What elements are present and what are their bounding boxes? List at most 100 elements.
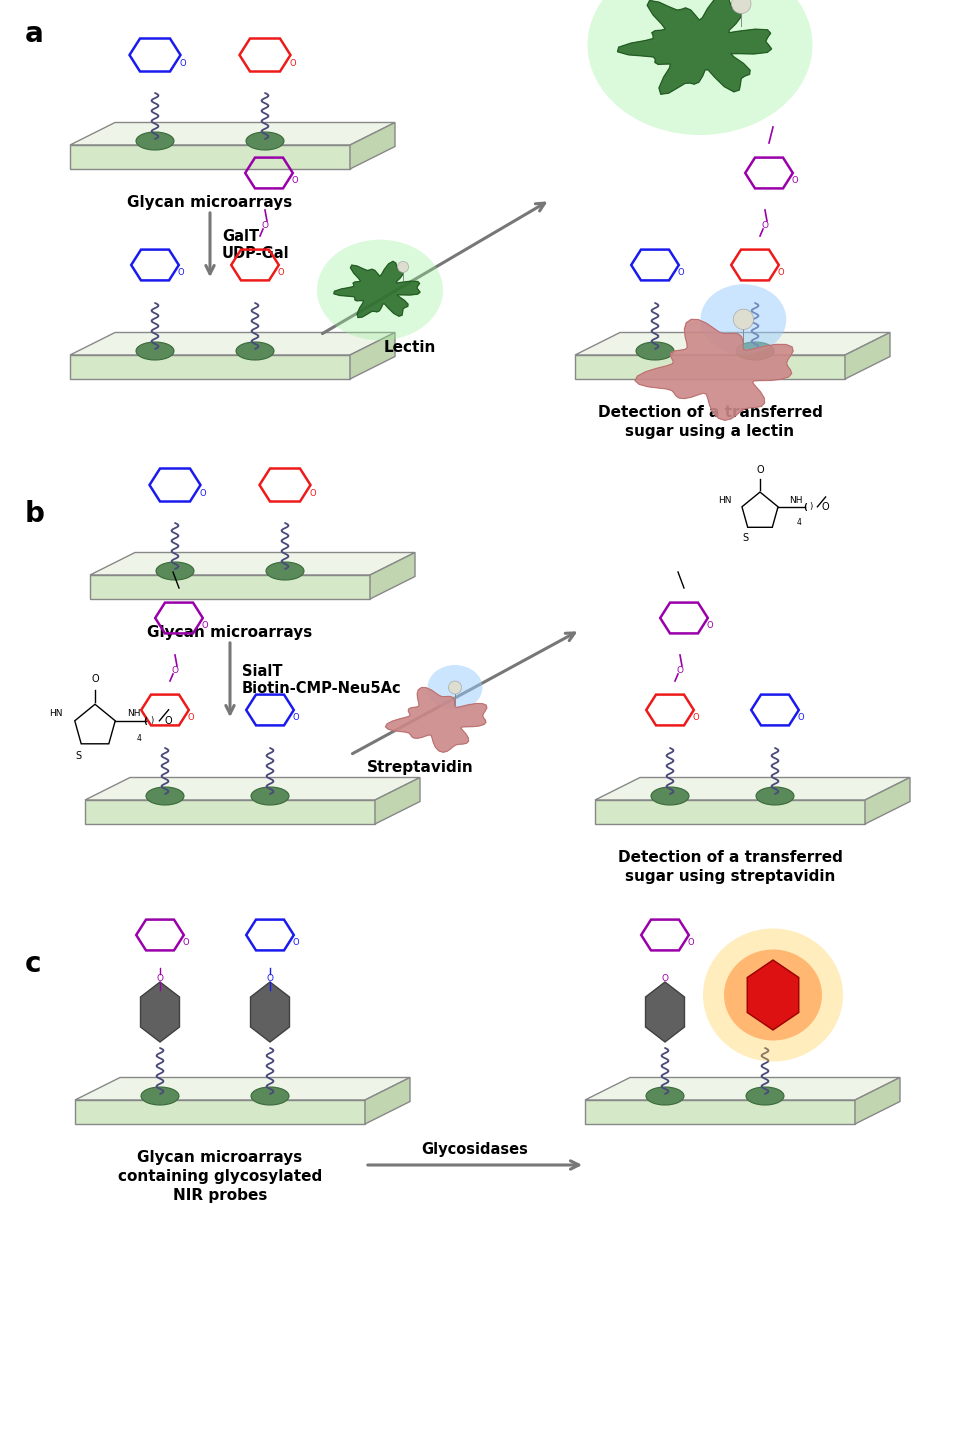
Polygon shape (635, 319, 793, 420)
Text: O: O (292, 176, 298, 185)
Polygon shape (645, 982, 684, 1042)
Text: O: O (179, 58, 185, 68)
Text: Lectin: Lectin (383, 340, 436, 355)
Text: O: O (798, 713, 805, 722)
Text: O: O (202, 621, 208, 630)
Polygon shape (70, 333, 395, 355)
Text: O: O (183, 938, 189, 947)
Text: ): ) (809, 502, 813, 511)
Ellipse shape (266, 562, 304, 581)
Text: NH: NH (789, 496, 802, 505)
Ellipse shape (756, 787, 794, 805)
Polygon shape (575, 333, 890, 355)
Polygon shape (748, 960, 799, 1030)
Text: O: O (706, 621, 713, 630)
Text: ): ) (150, 716, 154, 725)
Ellipse shape (703, 928, 843, 1062)
Text: SialT
Biotin-CMP-Neu5Ac: SialT Biotin-CMP-Neu5Ac (242, 663, 402, 695)
Text: O: O (188, 713, 194, 722)
Polygon shape (90, 553, 415, 575)
Text: O: O (267, 973, 273, 982)
Polygon shape (575, 355, 845, 378)
Text: HN: HN (718, 496, 731, 505)
Text: O: O (262, 221, 269, 230)
Text: O: O (290, 58, 295, 68)
Polygon shape (585, 1100, 855, 1125)
Text: O: O (762, 221, 769, 230)
Text: O: O (677, 665, 684, 675)
Ellipse shape (251, 787, 289, 805)
Text: O: O (178, 268, 185, 278)
Text: 4: 4 (137, 733, 141, 742)
Polygon shape (845, 333, 890, 378)
Circle shape (731, 0, 751, 13)
Text: O: O (662, 973, 668, 982)
Text: O: O (199, 489, 206, 498)
Text: S: S (76, 751, 81, 761)
Polygon shape (85, 777, 420, 800)
Ellipse shape (141, 1087, 179, 1104)
Text: b: b (25, 501, 45, 528)
Text: NH: NH (127, 709, 141, 717)
Ellipse shape (136, 342, 174, 359)
Text: a: a (25, 20, 44, 48)
Ellipse shape (251, 1087, 289, 1104)
Polygon shape (70, 122, 395, 146)
Text: Glycan microarrays: Glycan microarrays (147, 626, 313, 640)
Ellipse shape (427, 665, 483, 710)
Ellipse shape (736, 342, 774, 359)
Ellipse shape (701, 284, 786, 355)
Polygon shape (375, 777, 420, 824)
Polygon shape (385, 688, 487, 752)
Polygon shape (855, 1078, 900, 1125)
Ellipse shape (724, 950, 822, 1040)
Text: $\bf{(}$: $\bf{(}$ (142, 714, 148, 728)
Text: O: O (293, 938, 299, 947)
Ellipse shape (588, 0, 813, 135)
Ellipse shape (636, 342, 674, 359)
Polygon shape (585, 1078, 900, 1100)
Polygon shape (75, 1078, 410, 1100)
Ellipse shape (651, 787, 689, 805)
Polygon shape (250, 982, 290, 1042)
Polygon shape (595, 800, 865, 824)
Ellipse shape (746, 1087, 784, 1104)
Circle shape (448, 681, 462, 694)
Text: O: O (309, 489, 315, 498)
Text: Glycan microarrays
containing glycosylated
NIR probes: Glycan microarrays containing glycosylat… (118, 1149, 322, 1203)
Text: Glycan microarrays: Glycan microarrays (127, 195, 293, 210)
Ellipse shape (146, 787, 184, 805)
Text: HN: HN (50, 709, 63, 717)
Polygon shape (75, 1100, 365, 1125)
Text: O: O (678, 268, 684, 278)
Text: Glycosidases: Glycosidases (422, 1142, 529, 1157)
Text: Streptavidin: Streptavidin (366, 760, 473, 776)
Polygon shape (350, 333, 395, 378)
Polygon shape (90, 575, 370, 599)
Text: O: O (778, 268, 785, 278)
Polygon shape (70, 355, 350, 378)
Text: Detection of a transferred
sugar using a lectin: Detection of a transferred sugar using a… (598, 404, 822, 439)
Text: O: O (164, 716, 172, 726)
Polygon shape (618, 0, 771, 95)
Text: O: O (688, 938, 694, 947)
Text: GalT
UDP-Gal: GalT UDP-Gal (222, 228, 290, 262)
Text: O: O (293, 713, 299, 722)
Text: O: O (278, 268, 285, 278)
Ellipse shape (646, 1087, 684, 1104)
Text: O: O (792, 176, 798, 185)
Ellipse shape (136, 132, 174, 150)
Polygon shape (370, 553, 415, 599)
Circle shape (398, 262, 408, 272)
Ellipse shape (317, 240, 443, 340)
Ellipse shape (156, 562, 194, 581)
Text: O: O (693, 713, 700, 722)
Polygon shape (595, 777, 910, 800)
Circle shape (733, 308, 753, 329)
Polygon shape (70, 146, 350, 169)
Polygon shape (141, 982, 180, 1042)
Polygon shape (350, 122, 395, 169)
Text: O: O (157, 973, 163, 982)
Polygon shape (85, 800, 375, 824)
Text: Detection of a transferred
sugar using streptavidin: Detection of a transferred sugar using s… (618, 850, 842, 885)
